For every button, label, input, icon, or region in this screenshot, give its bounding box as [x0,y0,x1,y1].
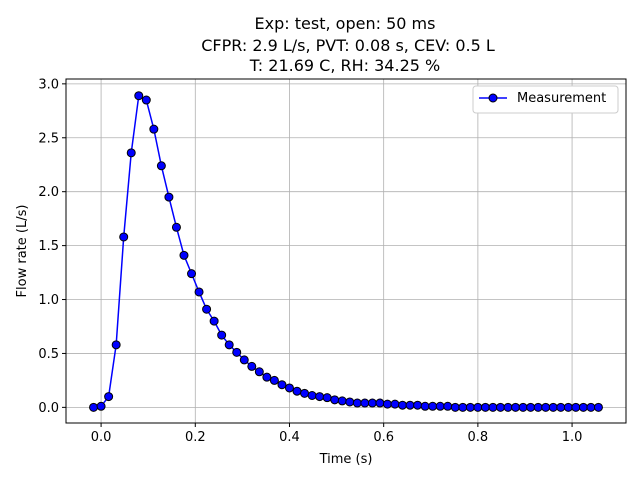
data-series [89,91,603,412]
x-tick-label: 1.0 [562,430,583,445]
y-tick-label: 0.0 [38,401,59,416]
data-point [420,401,430,411]
data-point [398,400,408,410]
data-point [480,402,490,412]
chart-title-line-1: Exp: test, open: 50 ms [255,14,436,33]
data-point [292,386,302,396]
data-point [217,330,227,340]
plot-frame [65,78,627,424]
data-point [254,367,264,377]
data-point [209,316,219,326]
data-point [202,304,212,314]
data-point [450,402,460,412]
data-point [495,402,505,412]
x-axis-label: Time (s) [319,452,373,467]
y-tick-label: 1.0 [38,293,59,308]
y-tick-label: 1.5 [38,239,59,254]
data-point [315,392,325,402]
data-point [171,222,181,232]
data-point [300,388,310,398]
data-point [526,402,536,412]
data-point [96,401,106,411]
data-point [187,269,197,279]
data-point [307,391,317,401]
plot-area [66,79,626,423]
data-point [443,401,453,411]
axis-ticks: 0.0 0.2 0.4 0.6 0.8 1.0 0.0 0.5 1.0 1.5 2.0 2.5 3.0 [38,77,582,445]
data-point [179,250,189,260]
data-point [428,401,438,411]
data-point [284,383,294,393]
legend-label-measurement: Measurement [517,91,606,106]
data-point [345,397,355,407]
data-point [473,402,483,412]
data-point [141,95,151,105]
data-point [465,402,475,412]
data-point [503,402,513,412]
data-point [232,347,242,357]
data-point [556,402,566,412]
legend-marker-swatch [488,93,498,103]
data-point [149,124,159,134]
legend-box [472,85,619,114]
data-point [269,375,279,385]
data-point [533,402,543,412]
data-point [511,402,521,412]
data-point [247,361,257,371]
data-point [156,161,166,171]
data-point [322,393,332,403]
data-point [518,402,528,412]
data-point [89,402,99,412]
data-point [239,355,249,365]
x-tick-label: 0.0 [91,430,112,445]
legend: Measurement [472,85,619,114]
data-point [578,402,588,412]
y-tick-label: 3.0 [38,77,59,92]
y-tick-label: 2.0 [38,185,59,200]
data-point [593,402,603,412]
x-tick-label: 0.2 [185,430,206,445]
data-point [126,148,136,158]
chart-title-line-2: CFPR: 2.9 L/s, PVT: 0.08 s, CEV: 0.5 L [201,36,495,55]
data-point [224,340,234,350]
data-point [367,398,377,408]
data-point [571,402,581,412]
chart-title-line-3: T: 21.69 C, RH: 34.25 % [249,56,440,75]
y-tick-label: 2.5 [38,131,59,146]
data-point [119,232,129,242]
y-tick-label: 0.5 [38,347,59,362]
data-point [458,402,468,412]
x-tick-label: 0.4 [279,430,300,445]
data-point [134,91,144,101]
data-point [164,192,174,202]
y-axis-label: Flow rate (L/s) [15,205,30,298]
data-point [435,401,445,411]
data-point [375,398,385,408]
data-point [277,380,287,390]
data-point [104,392,114,402]
data-point [405,400,415,410]
x-tick-label: 0.6 [373,430,394,445]
data-point [413,400,423,410]
data-point [360,398,370,408]
data-point [352,398,362,408]
data-point [111,340,121,350]
data-point [488,402,498,412]
data-point [586,402,596,412]
data-point [548,402,558,412]
data-point [337,396,347,406]
data-point [390,399,400,409]
data-point [262,372,272,382]
data-point [382,399,392,409]
x-tick-label: 0.8 [468,430,489,445]
data-point [194,287,204,297]
data-point [541,402,551,412]
data-point [330,395,340,405]
data-point [563,402,573,412]
